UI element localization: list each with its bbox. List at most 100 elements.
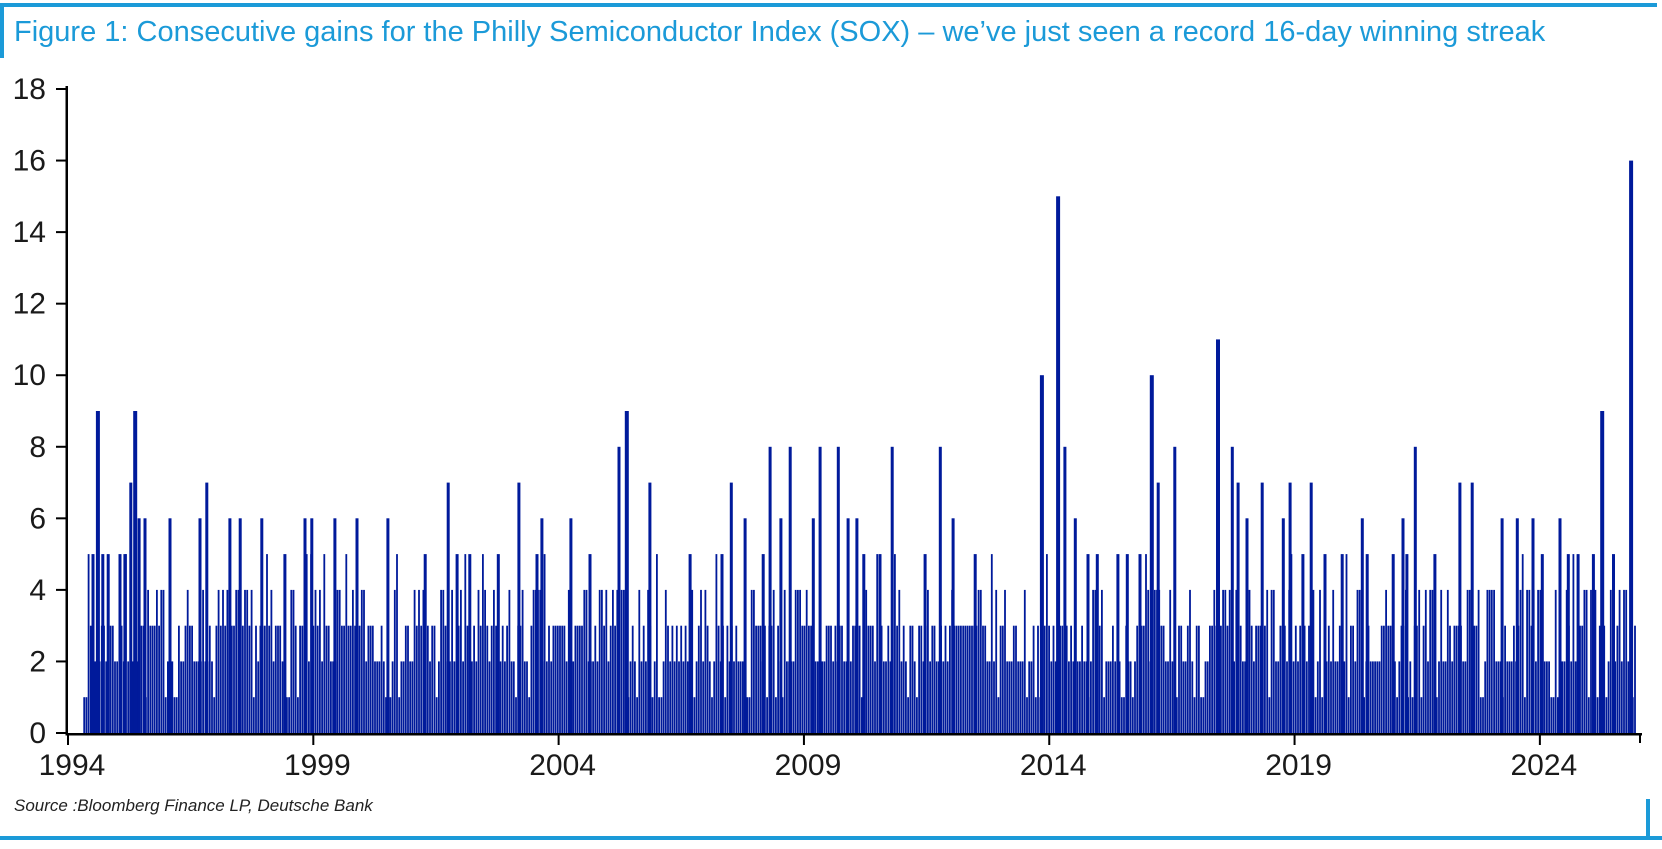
bar-peak — [123, 554, 127, 733]
y-axis-tick-label: 8 — [29, 431, 46, 464]
bar-peak — [333, 518, 337, 733]
bar-peak — [1576, 554, 1580, 733]
bar-peak — [811, 518, 815, 733]
bar-peak — [1156, 482, 1160, 733]
bar-peak — [1245, 518, 1249, 733]
bar-peak — [688, 554, 692, 733]
bar-peak — [101, 554, 105, 733]
bar-peak — [588, 554, 592, 733]
bar-peak — [91, 554, 95, 733]
x-axis-tick-label: 1994 — [39, 749, 106, 782]
bar-peak — [846, 518, 850, 733]
bar-peak — [1458, 482, 1462, 733]
bar-peak — [720, 554, 724, 733]
figure-title: Figure 1: Consecutive gains for the Phil… — [14, 16, 1546, 48]
bar-peak — [1558, 518, 1562, 733]
bar-peak — [1500, 518, 1504, 733]
bar-peak — [569, 518, 573, 733]
bar-peak — [973, 554, 977, 733]
bar-peak — [729, 482, 733, 733]
bar-peak — [1600, 411, 1605, 733]
bar-peak — [951, 518, 955, 733]
axis-labels-group: 0 2 4 6 8 10 12 14 16 18 1994 1999 2004 2009 2014 2019 2… — [13, 73, 1578, 782]
bar-peak — [1401, 518, 1405, 733]
bar-peak — [205, 482, 209, 733]
x-axis-tick-label: 1999 — [284, 749, 351, 782]
bar-peak — [540, 518, 544, 733]
bar-peak — [1138, 554, 1142, 733]
bar-peak — [1039, 375, 1044, 733]
y-axis-tick-label: 12 — [13, 288, 46, 321]
bar-peak — [788, 446, 792, 733]
x-axis-tick-label: 2009 — [775, 749, 842, 782]
bar-peak — [1236, 482, 1240, 733]
bar-peak — [198, 518, 202, 733]
bar-peak — [624, 411, 629, 733]
bar-peak — [1540, 554, 1544, 733]
bar-peak — [1073, 518, 1077, 733]
y-axis-tick-label: 16 — [13, 145, 46, 178]
bar-peak — [1323, 554, 1327, 733]
y-axis-tick-label: 14 — [13, 216, 46, 249]
bar-peak — [143, 518, 147, 733]
bar-peak — [1125, 554, 1129, 733]
y-axis-tick-label: 18 — [13, 73, 46, 106]
x-axis-tick-label: 2024 — [1511, 749, 1578, 782]
bar-peak — [1591, 554, 1595, 733]
x-axis-tick-label: 2004 — [529, 749, 596, 782]
bar-peak — [468, 554, 472, 733]
bar-peak — [1116, 554, 1120, 733]
y-axis-tick-label: 4 — [29, 574, 46, 607]
bar-peak — [446, 482, 450, 733]
bar-peak — [423, 554, 427, 733]
bar-peak — [1365, 554, 1369, 733]
bar-peak — [1470, 482, 1474, 733]
bar-peak — [133, 411, 138, 733]
bar-peak — [228, 518, 232, 733]
bar-peak — [238, 518, 242, 733]
bar-peak — [386, 518, 390, 733]
bar-peak — [496, 554, 500, 733]
bar-peak — [855, 518, 859, 733]
bar-peak — [1515, 518, 1519, 733]
bar-peak — [1095, 554, 1099, 733]
bar-peak — [1566, 554, 1570, 733]
bar-peak — [617, 446, 621, 733]
bar-peak — [862, 554, 866, 733]
accent-bottom-border — [0, 836, 1662, 840]
bar-peak — [455, 554, 459, 733]
bar-peak — [1413, 446, 1417, 733]
x-axis-tick-label: 2014 — [1020, 749, 1087, 782]
y-axis-tick-label: 6 — [29, 502, 46, 535]
bar-peak — [1086, 554, 1090, 733]
bar-peak — [137, 518, 141, 733]
accent-left-border — [0, 3, 4, 58]
y-axis-tick-label: 0 — [29, 717, 46, 750]
bar-peak — [517, 482, 521, 733]
bar-peak — [743, 518, 747, 733]
bar-peak — [1405, 554, 1409, 733]
y-axis-tick-label: 10 — [13, 359, 46, 392]
bar-peak — [1360, 518, 1364, 733]
bar-peak — [938, 446, 942, 733]
bar-peak — [1531, 518, 1535, 733]
bar-peak — [1260, 482, 1264, 733]
bar-peak — [648, 482, 652, 733]
bar-peak — [1391, 554, 1395, 733]
bar-peak — [890, 446, 894, 733]
bar-peak — [355, 518, 359, 733]
bar-peak — [95, 411, 100, 733]
bar-peak — [761, 554, 765, 733]
y-axis-tick-label: 2 — [29, 645, 46, 678]
bar-peak — [779, 518, 783, 733]
bar-peak — [283, 554, 287, 733]
bar-peak — [1288, 482, 1292, 733]
bars-group — [83, 160, 1636, 734]
bar-peak — [1056, 196, 1061, 734]
bar-peak — [260, 518, 264, 733]
bar-peak — [1281, 518, 1285, 733]
bar-peak — [168, 518, 172, 733]
bar-peak — [310, 518, 314, 733]
